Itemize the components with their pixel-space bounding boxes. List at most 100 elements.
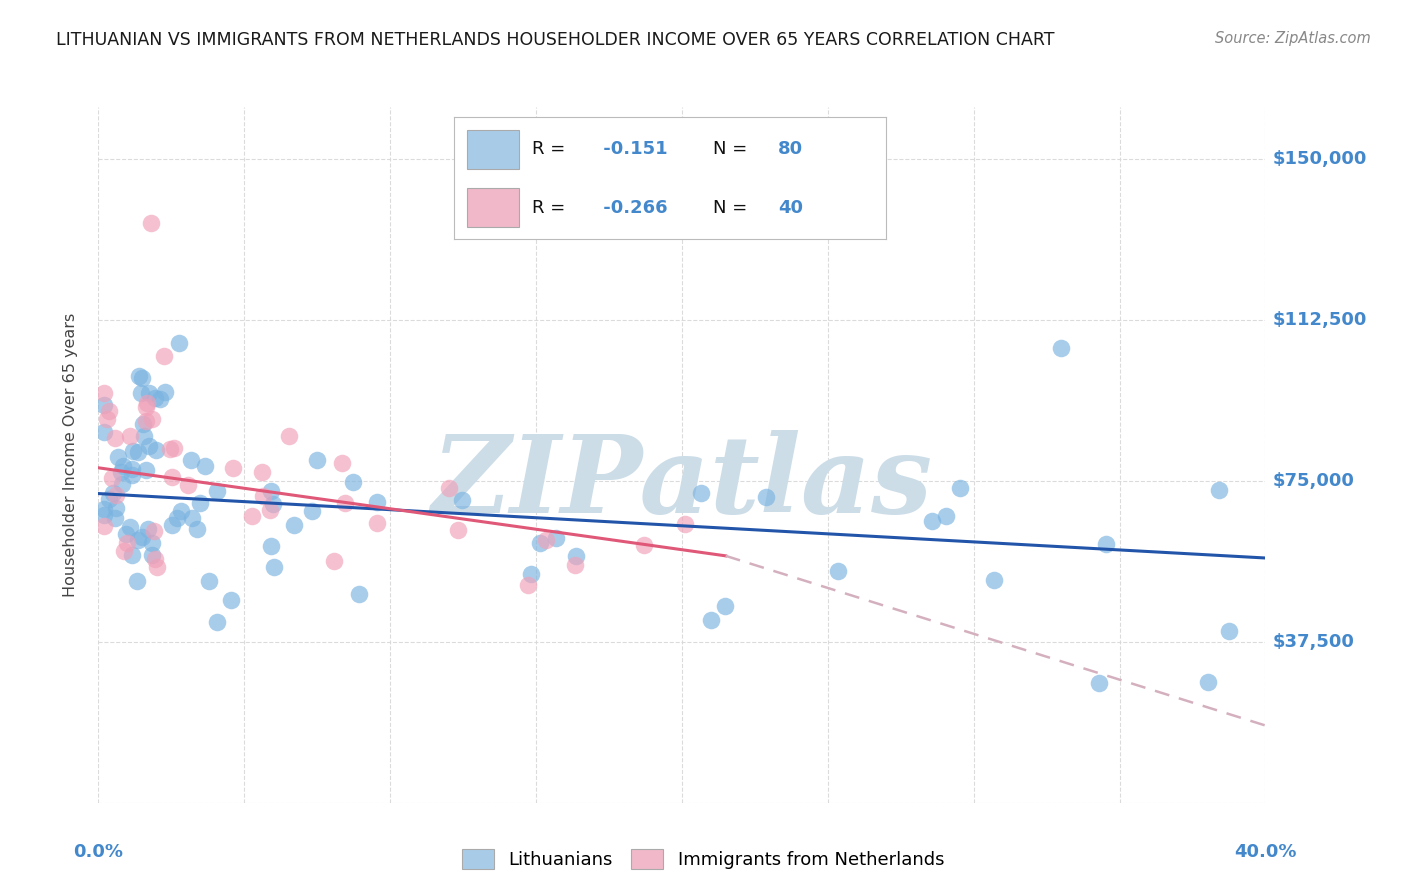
Point — [136, 522, 159, 536]
Point — [564, 558, 586, 573]
Point — [132, 417, 155, 431]
Point — [333, 496, 356, 510]
Text: 40.0%: 40.0% — [1234, 843, 1296, 861]
Point — [519, 567, 541, 582]
Point — [675, 516, 697, 531]
Point — [104, 511, 127, 525]
Point — [1218, 624, 1240, 638]
Point — [128, 368, 150, 383]
Y-axis label: Householder Income Over 65 years: Householder Income Over 65 years — [63, 313, 77, 597]
Point — [139, 216, 162, 230]
Point — [141, 412, 163, 426]
Point — [177, 478, 200, 492]
Point — [714, 599, 737, 613]
Point — [283, 518, 305, 533]
Point — [250, 465, 273, 479]
Point — [98, 404, 121, 418]
Point — [935, 509, 957, 524]
Point — [112, 459, 135, 474]
Point — [118, 429, 141, 443]
Point — [121, 461, 143, 475]
Point — [121, 467, 143, 482]
Point — [136, 396, 159, 410]
Point — [263, 559, 285, 574]
Point — [262, 497, 284, 511]
Point — [129, 386, 152, 401]
Point — [142, 524, 165, 538]
Text: Source: ZipAtlas.com: Source: ZipAtlas.com — [1215, 31, 1371, 46]
Legend: Lithuanians, Immigrants from Netherlands: Lithuanians, Immigrants from Netherlands — [453, 839, 953, 879]
Point — [131, 530, 153, 544]
Point — [252, 489, 274, 503]
Point — [93, 519, 115, 533]
Point — [97, 492, 120, 507]
Point — [138, 439, 160, 453]
Text: ZIPatlas: ZIPatlas — [432, 430, 932, 536]
Point — [117, 535, 139, 549]
Point — [112, 543, 135, 558]
Point — [93, 508, 115, 522]
Text: 0.0%: 0.0% — [73, 843, 124, 861]
Point — [121, 548, 143, 562]
Point — [131, 371, 153, 385]
Point — [633, 538, 655, 552]
Point — [529, 536, 551, 550]
Point — [437, 481, 460, 495]
Point — [101, 486, 124, 500]
Point — [322, 554, 344, 568]
Point — [1095, 537, 1118, 551]
Point — [138, 386, 160, 401]
Point — [366, 516, 388, 530]
Point — [162, 442, 184, 456]
Point — [219, 593, 242, 607]
Point — [141, 548, 163, 562]
Point — [167, 335, 190, 350]
Point — [1050, 341, 1073, 355]
Point — [127, 445, 149, 459]
Point — [159, 442, 181, 457]
Point — [135, 400, 157, 414]
Point — [534, 533, 557, 547]
Point — [110, 465, 132, 479]
Point — [1208, 483, 1230, 497]
Point — [115, 527, 138, 541]
Point — [93, 386, 115, 401]
Point — [366, 494, 388, 508]
Point — [127, 533, 149, 548]
Point — [120, 520, 142, 534]
Point — [104, 501, 127, 516]
Point — [101, 471, 124, 485]
Point — [755, 491, 778, 505]
Point — [307, 452, 329, 467]
Point — [205, 615, 228, 630]
Point — [983, 573, 1005, 587]
Point — [301, 504, 323, 518]
Point — [921, 514, 943, 528]
Point — [145, 443, 167, 458]
Point — [205, 484, 228, 499]
Point — [690, 486, 713, 500]
Point — [517, 578, 540, 592]
Point — [544, 531, 567, 545]
Point — [222, 461, 245, 475]
Point — [342, 475, 364, 490]
Point — [143, 391, 166, 405]
Point — [146, 559, 169, 574]
Text: LITHUANIAN VS IMMIGRANTS FROM NETHERLANDS HOUSEHOLDER INCOME OVER 65 YEARS CORRE: LITHUANIAN VS IMMIGRANTS FROM NETHERLAND… — [56, 31, 1054, 49]
Point — [180, 453, 202, 467]
Point — [93, 501, 115, 516]
Point — [111, 477, 134, 491]
Point — [700, 613, 723, 627]
Point — [259, 503, 281, 517]
Point — [93, 425, 115, 440]
Point — [1197, 674, 1219, 689]
Point — [135, 463, 157, 477]
Point — [194, 459, 217, 474]
Point — [827, 564, 849, 578]
Point — [330, 456, 353, 470]
Point — [127, 574, 149, 588]
Point — [198, 574, 221, 588]
Point — [141, 536, 163, 550]
Point — [96, 412, 118, 426]
Text: $112,500: $112,500 — [1272, 310, 1367, 328]
